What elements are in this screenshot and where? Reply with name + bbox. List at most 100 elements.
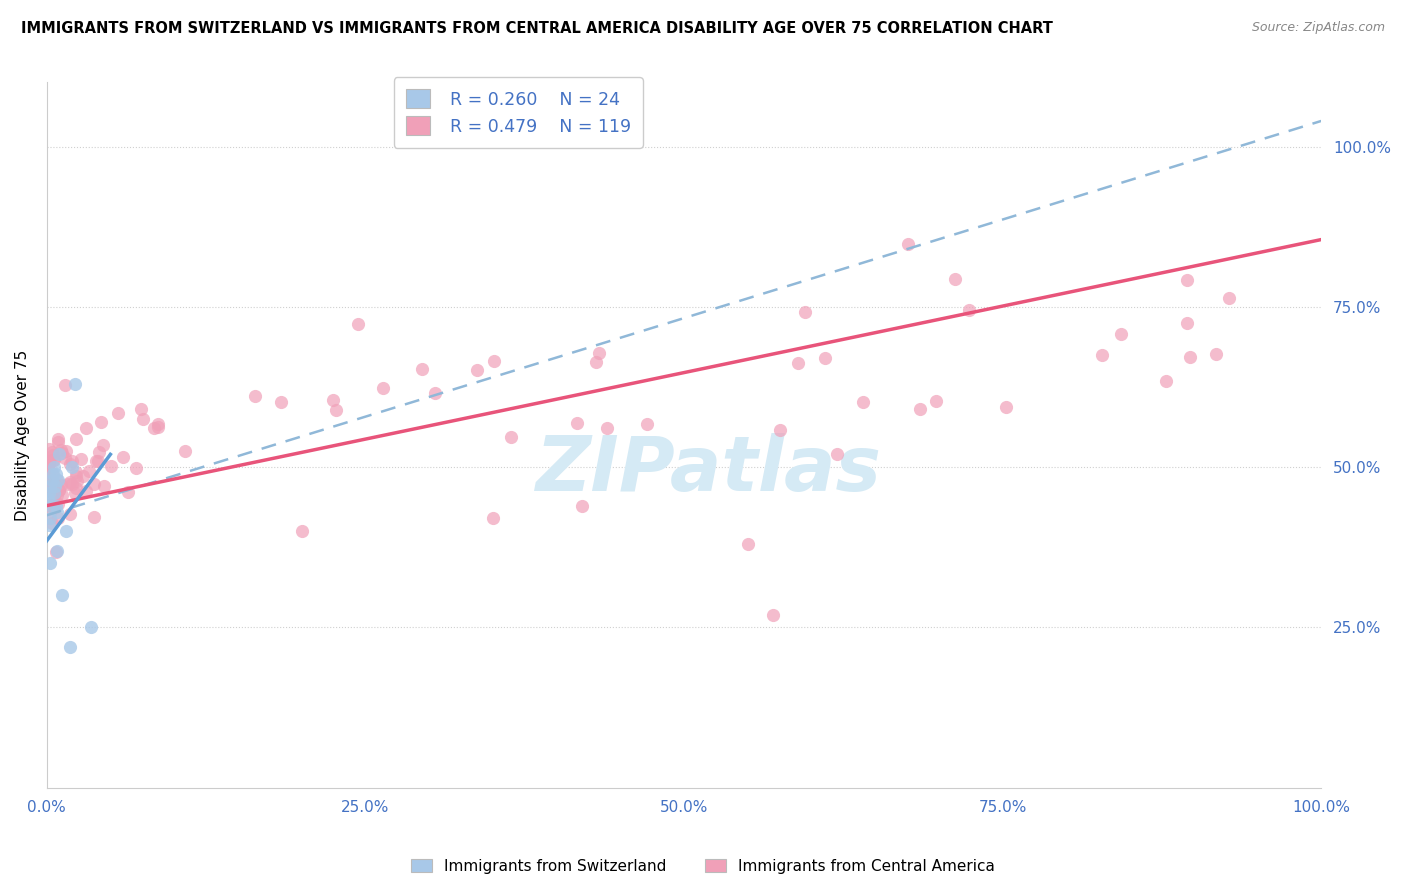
Point <box>59 640 82 654</box>
Point <box>1180 350 1202 364</box>
Point <box>173 444 195 458</box>
Point <box>897 237 920 252</box>
Point <box>596 421 619 435</box>
Point <box>38 474 60 488</box>
Y-axis label: Disability Age Over 75: Disability Age Over 75 <box>15 350 30 521</box>
Point <box>83 510 105 524</box>
Point <box>63 376 86 391</box>
Text: Source: ZipAtlas.com: Source: ZipAtlas.com <box>1251 21 1385 34</box>
Point <box>290 524 312 539</box>
Point <box>41 516 63 530</box>
Point <box>48 483 70 498</box>
Point <box>38 454 60 468</box>
Point <box>636 417 658 431</box>
Point <box>84 454 107 468</box>
Point <box>60 460 83 475</box>
Point <box>585 355 607 369</box>
Point <box>41 445 63 459</box>
Point <box>93 479 115 493</box>
Point <box>89 415 111 429</box>
Point <box>46 511 69 525</box>
Point <box>42 467 65 481</box>
Point <box>1111 327 1133 342</box>
Point <box>38 485 60 500</box>
Point <box>107 406 129 420</box>
Point <box>72 468 94 483</box>
Point <box>925 394 948 409</box>
Point <box>41 477 63 491</box>
Point <box>59 458 82 472</box>
Point <box>131 402 153 417</box>
Point <box>499 430 522 444</box>
Point <box>89 444 111 458</box>
Point <box>852 395 875 409</box>
Point <box>65 485 87 500</box>
Point <box>825 447 848 461</box>
Point <box>55 444 77 458</box>
Point <box>38 481 60 495</box>
Point <box>51 442 73 457</box>
Point <box>814 351 837 365</box>
Point <box>75 483 97 498</box>
Point <box>38 442 60 456</box>
Point <box>571 499 593 513</box>
Point <box>943 272 966 286</box>
Point <box>42 501 65 516</box>
Point <box>42 489 65 503</box>
Point <box>51 488 73 502</box>
Point <box>39 499 62 513</box>
Point <box>48 447 70 461</box>
Point <box>39 483 62 497</box>
Point <box>59 508 82 522</box>
Point <box>910 402 932 417</box>
Point <box>38 463 60 477</box>
Point <box>787 355 810 369</box>
Point <box>762 607 785 622</box>
Point <box>38 511 60 525</box>
Point <box>38 456 60 470</box>
Point <box>347 317 370 331</box>
Point <box>737 537 759 551</box>
Point <box>51 589 73 603</box>
Point <box>45 499 67 513</box>
Point <box>44 479 66 493</box>
Point <box>1218 292 1240 306</box>
Point <box>768 423 790 437</box>
Point <box>117 484 139 499</box>
Point <box>41 486 63 500</box>
Point <box>59 475 82 489</box>
Text: ZIPatlas: ZIPatlas <box>537 434 883 508</box>
Point <box>38 498 60 512</box>
Text: IMMIGRANTS FROM SWITZERLAND VS IMMIGRANTS FROM CENTRAL AMERICA DISABILITY AGE OV: IMMIGRANTS FROM SWITZERLAND VS IMMIGRANT… <box>21 21 1053 36</box>
Point <box>793 305 815 319</box>
Point <box>53 378 76 392</box>
Point <box>423 385 446 400</box>
Point <box>83 476 105 491</box>
Point <box>245 388 267 402</box>
Point <box>53 450 76 465</box>
Point <box>65 469 87 483</box>
Point <box>994 401 1017 415</box>
Point <box>42 453 65 467</box>
Point <box>70 452 93 467</box>
Point <box>1175 272 1198 286</box>
Point <box>270 394 292 409</box>
Point <box>112 450 135 464</box>
Point <box>44 476 66 491</box>
Point <box>66 475 89 489</box>
Point <box>91 438 114 452</box>
Point <box>51 446 73 460</box>
Point <box>37 492 59 507</box>
Point <box>143 420 166 434</box>
Point <box>87 453 110 467</box>
Point <box>42 479 65 493</box>
Point <box>41 466 63 480</box>
Point <box>46 432 69 446</box>
Point <box>39 557 62 571</box>
Point <box>1154 374 1177 388</box>
Point <box>46 497 69 511</box>
Point <box>46 435 69 450</box>
Point <box>482 354 505 368</box>
Point <box>60 477 83 491</box>
Point <box>481 511 503 525</box>
